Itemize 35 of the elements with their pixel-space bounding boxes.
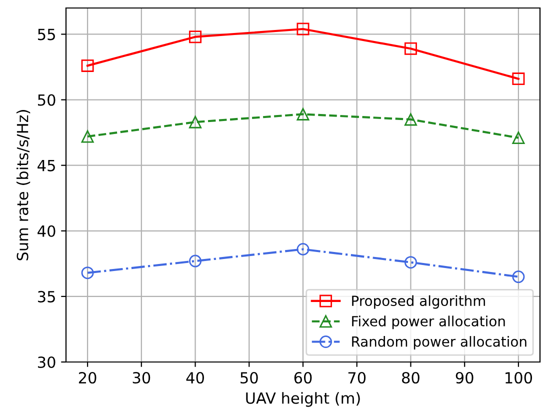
point — [404, 113, 417, 126]
legend-label: Random power allocation — [352, 336, 526, 350]
point — [81, 266, 94, 280]
x-tick-label: 40 — [186, 372, 204, 384]
y-tick-label: 40 — [38, 225, 56, 237]
y-axis-title: Sum rate (bits/s/Hz) — [16, 110, 30, 260]
point — [512, 132, 525, 144]
x-tick-label: 30 — [132, 372, 150, 384]
legend-label: Proposed algorithm — [352, 295, 485, 309]
y-tick-label: 30 — [38, 356, 56, 368]
x-axis-title: UAV height (m) — [246, 392, 360, 407]
x-tick-label: 90 — [456, 372, 474, 384]
x-tick-label: 50 — [240, 372, 258, 384]
legend-label: Fixed power allocation — [352, 316, 505, 330]
x-tick-label: 70 — [348, 372, 366, 384]
point — [81, 59, 94, 72]
point — [512, 270, 525, 284]
x-tick-label: 20 — [78, 372, 96, 384]
point — [189, 30, 202, 44]
y-tick-label: 50 — [38, 94, 56, 106]
point — [404, 256, 417, 269]
point — [296, 242, 310, 256]
x-tick-label: 100 — [506, 372, 532, 384]
x-tick-label: 60 — [294, 372, 312, 384]
point — [296, 108, 310, 120]
x-tick-label: 80 — [402, 372, 420, 384]
point — [189, 116, 202, 128]
point — [189, 254, 202, 268]
y-tick-label: 55 — [38, 28, 55, 40]
point — [296, 22, 310, 36]
y-tick-label: 35 — [38, 290, 55, 302]
point — [404, 42, 417, 55]
point — [512, 72, 525, 86]
point — [81, 130, 94, 143]
y-tick-label: 45 — [38, 160, 55, 172]
